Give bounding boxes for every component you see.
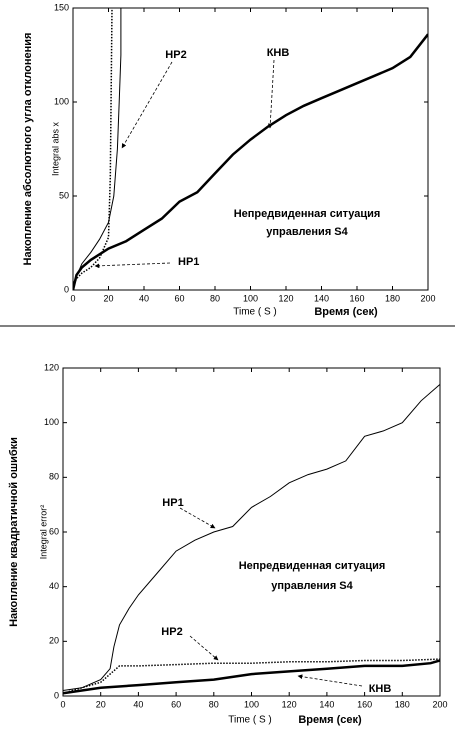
arrow xyxy=(189,635,219,661)
annotation: Непредвиденная ситуация xyxy=(234,208,381,220)
x-tick-label: 60 xyxy=(174,293,184,303)
x-tick-label: 80 xyxy=(210,293,220,303)
y-tick-label: 0 xyxy=(54,690,59,700)
series-line xyxy=(73,33,428,290)
x-tick-label: 100 xyxy=(243,293,258,303)
x-tick-label: 0 xyxy=(70,293,75,303)
x-tick-label: 40 xyxy=(139,293,149,303)
x-tick-label: 120 xyxy=(282,699,297,709)
annotation: КНВ xyxy=(369,683,392,695)
series-line xyxy=(63,658,440,695)
arrow xyxy=(267,59,275,129)
annotation: HP2 xyxy=(161,626,182,638)
arrow xyxy=(94,262,171,269)
y-axis-label: Накопление абсолютного угла отклонения xyxy=(22,33,34,266)
y-axis-label: Накопление квадратичной ошибки xyxy=(8,437,20,627)
annotation: Непредвиденная ситуация xyxy=(239,560,386,572)
x-tick-label: 120 xyxy=(278,293,293,303)
y-tick-label: 0 xyxy=(64,284,69,294)
series-line xyxy=(73,8,122,285)
series-line xyxy=(73,8,113,287)
x-tick-label: 20 xyxy=(103,293,113,303)
y-tick-label: 40 xyxy=(49,581,59,591)
y-axis-sublabel: Integral abs x xyxy=(50,121,60,176)
annotation: HP2 xyxy=(165,49,186,61)
x-tick-label: 180 xyxy=(395,699,410,709)
annotation: КНВ xyxy=(267,47,290,59)
annotation: HP1 xyxy=(178,256,199,268)
x-tick-label: 140 xyxy=(314,293,329,303)
x-tick-label: 0 xyxy=(60,699,65,709)
series-line xyxy=(63,659,440,695)
x-tick-label: 180 xyxy=(385,293,400,303)
y-tick-label: 150 xyxy=(54,2,69,12)
annotation: HP1 xyxy=(162,497,183,509)
x-axis-label-ru: Время (сек) xyxy=(298,714,362,726)
y-tick-label: 120 xyxy=(44,362,59,372)
arrow xyxy=(121,61,173,149)
annotation: управления S4 xyxy=(271,580,353,592)
x-axis-label: Time ( S ) xyxy=(228,715,272,726)
x-tick-label: 100 xyxy=(244,699,259,709)
x-tick-label: 160 xyxy=(357,699,372,709)
x-tick-label: 80 xyxy=(209,699,219,709)
x-axis-label-ru: Время (сек) xyxy=(314,306,378,318)
arrows xyxy=(94,59,363,687)
y-tick-label: 100 xyxy=(54,96,69,106)
plot-frame xyxy=(72,7,429,291)
arrow xyxy=(179,507,216,529)
series-line xyxy=(63,384,440,691)
x-tick-label: 160 xyxy=(349,293,364,303)
x-tick-label: 20 xyxy=(96,699,106,709)
x-axis-label: Time ( S ) xyxy=(233,307,277,318)
y-tick-label: 20 xyxy=(49,636,59,646)
y-tick-label: 60 xyxy=(49,526,59,536)
x-tick-label: 140 xyxy=(319,699,334,709)
x-tick-label: 200 xyxy=(432,699,447,709)
y-tick-label: 80 xyxy=(49,472,59,482)
x-tick-label: 200 xyxy=(420,293,435,303)
y-tick-label: 100 xyxy=(44,417,59,427)
plot-frame xyxy=(62,367,441,697)
x-tick-label: 60 xyxy=(171,699,181,709)
arrow xyxy=(297,674,363,687)
y-axis-sublabel: Integral error² xyxy=(38,505,48,560)
x-tick-label: 40 xyxy=(133,699,143,709)
annotation: управления S4 xyxy=(266,226,348,238)
y-tick-label: 50 xyxy=(59,190,69,200)
